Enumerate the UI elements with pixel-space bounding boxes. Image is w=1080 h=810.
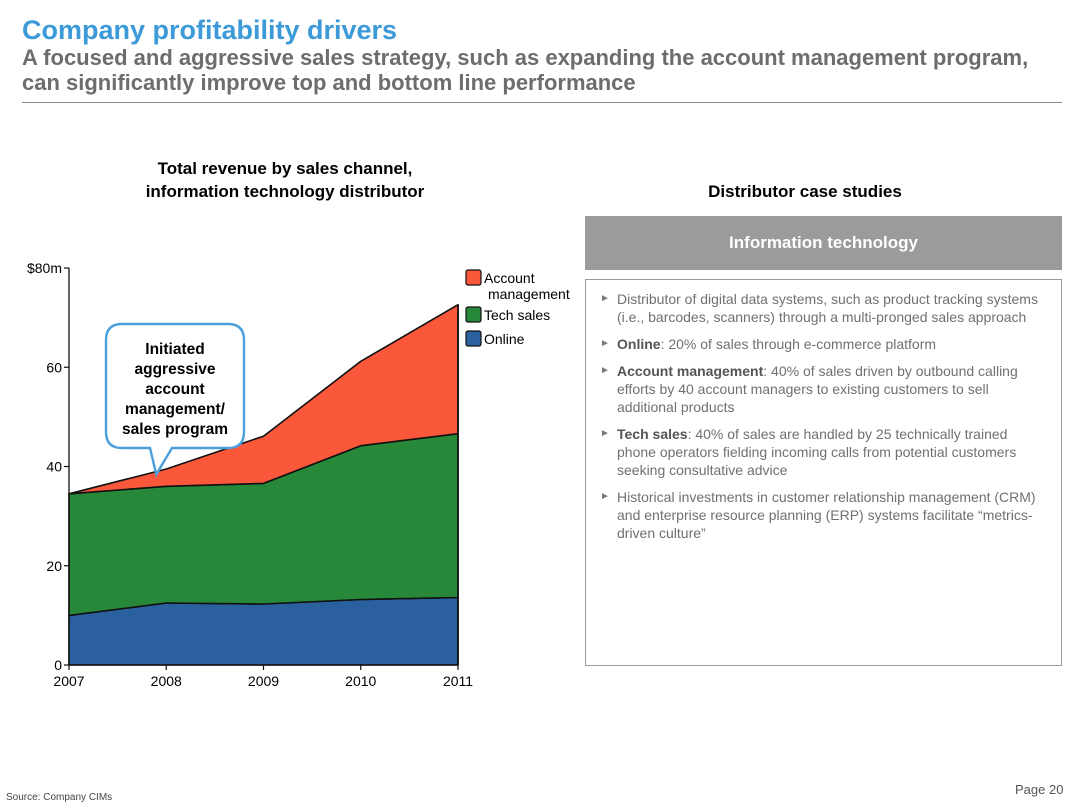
bullet-lead: Online xyxy=(617,336,661,352)
case-studies-list: ► Distributor of digital data systems, su… xyxy=(586,280,1061,542)
x-tick-label: 2011 xyxy=(443,673,473,689)
legend-swatch xyxy=(465,330,482,347)
title-divider xyxy=(22,102,1062,103)
callout-text: account xyxy=(145,381,204,398)
x-tick-label: 2008 xyxy=(151,673,182,689)
case-study-bullet: ► Historical investments in customer rela… xyxy=(600,488,1047,542)
case-studies-header: Information technology xyxy=(585,216,1062,270)
x-tick-label: 2007 xyxy=(53,673,84,689)
legend-label: Online xyxy=(484,331,525,347)
callout-text: sales program xyxy=(122,421,228,438)
callout-text: aggressive xyxy=(135,361,216,378)
case-study-bullet: ► Distributor of digital data systems, su… xyxy=(600,290,1047,326)
case-study-bullet: ► Tech sales: 40% of sales are handled by… xyxy=(600,425,1047,479)
case-studies-panel: ► Distributor of digital data systems, su… xyxy=(585,279,1062,666)
page-number: Page 20 xyxy=(1015,782,1064,797)
legend-swatch xyxy=(465,306,482,323)
bullet-text: : 20% of sales through e-commerce platfo… xyxy=(660,336,937,352)
source-note: Source: Company CIMs xyxy=(6,792,113,803)
page-subtitle: A focused and aggressive sales strategy,… xyxy=(22,45,1029,95)
case-study-bullet: ► Account management: 40% of sales driven… xyxy=(600,362,1047,416)
chart-title-line-2: information technology distributor xyxy=(145,182,425,201)
legend-label: Account xyxy=(484,270,535,286)
bullet-arrow-icon: ► xyxy=(600,491,610,502)
bullet-arrow-icon: ► xyxy=(600,293,610,304)
bullet-text: : 40% of sales driven by outbound callin… xyxy=(617,363,1018,415)
y-tick-label: 20 xyxy=(46,558,62,574)
x-tick-label: 2010 xyxy=(345,673,376,689)
page-title: Company profitability drivers xyxy=(22,15,398,45)
y-tick-label: 40 xyxy=(46,459,62,475)
case-studies-title: Distributor case studies xyxy=(708,182,902,201)
legend-label: management xyxy=(488,286,570,302)
bullet-arrow-icon: ► xyxy=(600,365,610,376)
bullet-text: Distributor of digital data systems, suc… xyxy=(617,291,1038,325)
callout-text: Initiated xyxy=(145,341,204,358)
callout-bubble xyxy=(104,322,246,478)
bullet-text: : 40% of sales are handled by 25 technic… xyxy=(617,426,1017,478)
bullet-arrow-icon: ► xyxy=(600,428,610,439)
legend-swatch xyxy=(465,269,482,286)
chart-title: Total revenue by sales channel, informat… xyxy=(100,157,470,203)
y-tick-label: 60 xyxy=(46,359,62,375)
y-tick-label: 0 xyxy=(54,657,62,673)
chart-title-line-1: Total revenue by sales channel, xyxy=(157,159,413,178)
bullet-lead: Tech sales xyxy=(617,426,688,442)
bullet-arrow-icon: ► xyxy=(600,338,610,349)
bullet-text: Historical investments in customer relat… xyxy=(617,489,1036,541)
callout-text: management/ xyxy=(125,401,226,418)
x-tick-label: 2009 xyxy=(248,673,279,689)
y-tick-label: $80m xyxy=(27,260,62,276)
case-study-bullet: ► Online: 20% of sales through e-commerce… xyxy=(600,335,1047,353)
bullet-lead: Account management xyxy=(617,363,764,379)
legend-label: Tech sales xyxy=(484,307,550,323)
